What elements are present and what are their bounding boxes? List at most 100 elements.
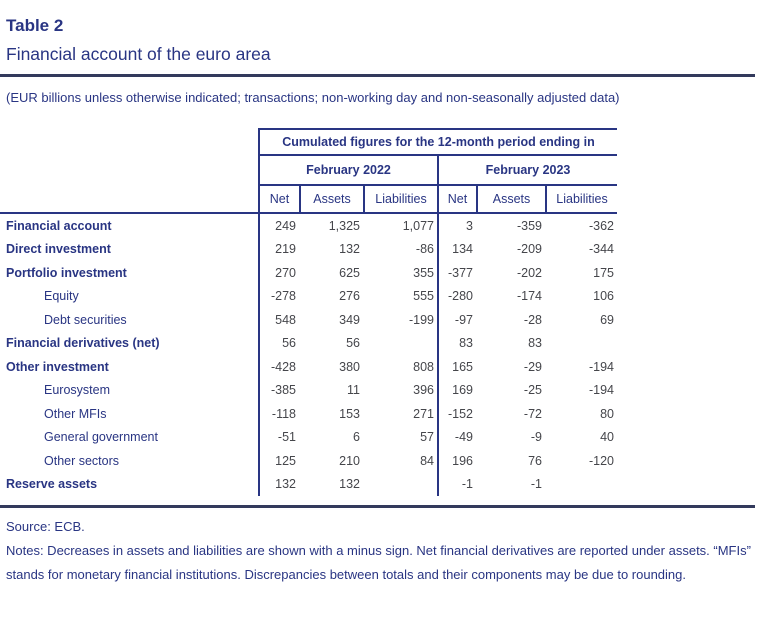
cell-value: -174 <box>516 289 542 304</box>
cell-value: 548 <box>258 307 299 332</box>
cell-value: 175 <box>593 265 614 280</box>
page: Table 2 Financial account of the euro ar… <box>0 16 759 587</box>
header-stub <box>0 128 258 156</box>
cell-value: 380 <box>339 359 360 374</box>
cell-value: 270 <box>258 260 299 285</box>
row-label: Other sectors <box>44 453 120 468</box>
cell-value: -28 <box>523 312 542 327</box>
row-label: Portfolio investment <box>6 265 127 280</box>
table-row: Debt securities 548 349 -199 -97 -28 69 <box>0 307 617 332</box>
table-row: Other investment -428 380 808 165 -29 -194 <box>0 354 617 379</box>
column-header-assets-2023: Assets <box>476 185 545 214</box>
table-row: Equity -278 276 555 -280 -174 106 <box>0 284 617 308</box>
cell-value <box>363 472 437 496</box>
cell-value: 76 <box>528 453 542 468</box>
cell-value: 349 <box>339 312 360 327</box>
table-header-row-columns: Net Assets Liabilities Net Assets Liabil… <box>0 185 617 214</box>
cell-value: 555 <box>413 289 434 304</box>
cell-value: 134 <box>437 237 476 261</box>
cell-value: 6 <box>353 430 360 445</box>
cell-value: 808 <box>413 359 434 374</box>
notes-paragraph: Notes: Decreases in assets and liabiliti… <box>6 542 751 582</box>
cell-value: 196 <box>437 448 476 473</box>
cell-value: -344 <box>588 242 614 257</box>
cell-value: 1,077 <box>402 218 434 233</box>
table-row: Reserve assets 132 132 -1 -1 <box>0 472 617 496</box>
table-row: Eurosystem -385 11 396 169 -25 -194 <box>0 378 617 402</box>
cell-value: 169 <box>437 378 476 402</box>
cell-value: 249 <box>258 213 299 238</box>
cell-value: 355 <box>413 265 434 280</box>
cell-value: -49 <box>437 425 476 449</box>
cell-value: -51 <box>258 425 299 449</box>
cell-value: -280 <box>437 284 476 308</box>
cell-value: -359 <box>516 218 542 233</box>
cell-value <box>545 331 617 355</box>
group-header-feb-2022: February 2022 <box>258 155 437 186</box>
cell-value: 40 <box>600 430 614 445</box>
cell-value: 84 <box>420 453 434 468</box>
cell-value: -362 <box>588 218 614 233</box>
cell-value: -202 <box>516 265 542 280</box>
column-header-net-2023: Net <box>437 185 476 214</box>
cell-value: 125 <box>258 448 299 473</box>
header-stub <box>0 186 258 214</box>
table-row: Other MFIs -118 153 271 -152 -72 80 <box>0 401 617 426</box>
cell-value: -1 <box>530 477 542 492</box>
cell-value: -428 <box>258 354 299 379</box>
row-label: Eurosystem <box>44 383 110 398</box>
cell-value: 11 <box>347 383 360 398</box>
table-header-row-span: Cumulated figures for the 12-month perio… <box>0 127 617 156</box>
table-bottom-rule <box>0 504 755 508</box>
cell-value: -25 <box>523 383 542 398</box>
table-header-row-groups: February 2022 February 2023 <box>0 155 617 186</box>
table-number-label: Table 2 <box>6 16 64 35</box>
row-label: Other MFIs <box>44 406 107 421</box>
cell-value: 80 <box>600 406 614 421</box>
cell-value: 210 <box>339 453 360 468</box>
cell-value: -1 <box>437 472 476 496</box>
cell-value: -194 <box>588 359 614 374</box>
title-rule <box>0 74 755 78</box>
cell-value: 625 <box>339 265 360 280</box>
cell-value: 106 <box>593 289 614 304</box>
table-row: Other sectors 125 210 84 196 76 -120 <box>0 448 617 473</box>
cell-value: 153 <box>339 406 360 421</box>
span-header-cell: Cumulated figures for the 12-month perio… <box>258 127 617 156</box>
cell-value: 132 <box>339 477 360 492</box>
row-label: Financial account <box>6 218 112 233</box>
cell-value: 56 <box>258 331 299 355</box>
column-header-net-2022: Net <box>258 185 299 214</box>
table-subtitle: (EUR billions unless otherwise indicated… <box>6 90 620 106</box>
table-body: Financial account 249 1,325 1,077 3 -359 -362 D… <box>0 213 759 496</box>
cell-value: 396 <box>413 383 434 398</box>
financial-account-table: Cumulated figures for the 12-month perio… <box>0 127 759 496</box>
table-row: Financial derivatives (net) 56 56 83 83 <box>0 331 617 355</box>
cell-value: 219 <box>258 237 299 261</box>
cell-value: 56 <box>346 336 360 351</box>
cell-value: 271 <box>413 406 434 421</box>
column-header-liabilities-2023: Liabilities <box>545 185 617 214</box>
source-note: Source: ECB. <box>6 518 85 534</box>
cell-value: -29 <box>523 359 542 374</box>
row-label: Reserve assets <box>6 477 98 492</box>
cell-value: 3 <box>437 213 476 238</box>
cell-value: -209 <box>516 242 542 257</box>
cell-value <box>545 472 617 496</box>
table-row: Portfolio investment 270 625 355 -377 -202 175 <box>0 260 617 285</box>
cell-value: 57 <box>420 430 434 445</box>
cell-value: 69 <box>600 312 614 327</box>
cell-value: 83 <box>528 336 542 351</box>
cell-value: 132 <box>339 242 360 257</box>
cell-value: -86 <box>415 242 434 257</box>
table-row: Direct investment 219 132 -86 134 -209 -344 <box>0 237 617 261</box>
cell-value <box>363 331 437 355</box>
cell-value: 1,325 <box>328 218 360 233</box>
column-header-liabilities-2022: Liabilities <box>363 185 437 214</box>
cell-value: -194 <box>588 383 614 398</box>
row-label: Other investment <box>6 359 109 374</box>
cell-value: 165 <box>437 354 476 379</box>
table-row: General government -51 6 57 -49 -9 40 <box>0 425 617 449</box>
row-label: Debt securities <box>44 312 127 327</box>
cell-value: -97 <box>437 307 476 332</box>
